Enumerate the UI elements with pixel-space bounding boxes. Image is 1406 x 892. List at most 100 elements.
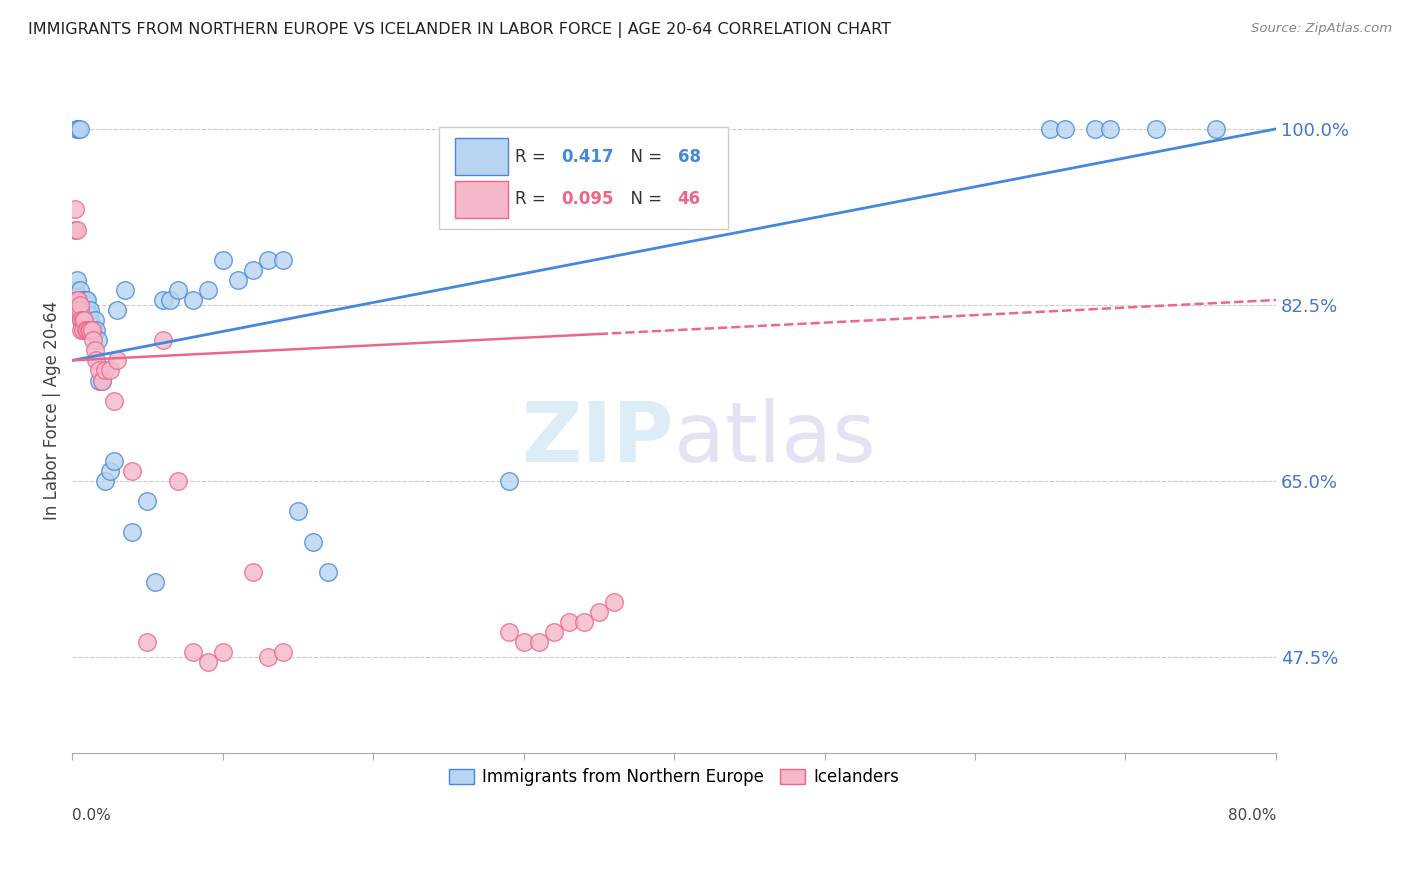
Point: [152, 293, 174, 307]
Point: [80, 323, 103, 337]
Point: [256, 650, 278, 665]
Point: [66, 222, 89, 236]
Point: [65, 303, 87, 318]
Point: [70, 323, 93, 337]
Point: [67, 293, 90, 307]
Point: [65, 222, 87, 236]
Point: [75, 293, 97, 307]
Point: [181, 645, 204, 659]
Text: 46: 46: [678, 190, 700, 208]
Point: [70, 313, 93, 327]
Point: [67, 293, 90, 307]
Point: [84, 323, 107, 337]
Point: [103, 393, 125, 408]
Text: 80.0%: 80.0%: [1227, 808, 1277, 823]
Point: [75, 313, 97, 327]
Point: [543, 625, 565, 640]
Point: [105, 353, 128, 368]
Text: N =: N =: [620, 148, 668, 166]
Point: [94, 474, 117, 488]
Point: [572, 615, 595, 629]
Point: [76, 293, 98, 307]
Text: IMMIGRANTS FROM NORTHERN EUROPE VS ICELANDER IN LABOR FORCE | AGE 20-64 CORRELAT: IMMIGRANTS FROM NORTHERN EUROPE VS ICELA…: [28, 22, 891, 38]
Point: [91, 374, 114, 388]
Point: [226, 273, 249, 287]
Point: [73, 313, 96, 327]
Point: [1054, 122, 1077, 136]
Point: [1099, 122, 1122, 136]
Point: [242, 262, 264, 277]
Text: 68: 68: [678, 148, 700, 166]
Point: [211, 252, 233, 267]
Legend: Immigrants from Northern Europe, Icelanders: Immigrants from Northern Europe, Iceland…: [441, 761, 907, 792]
Point: [66, 293, 89, 307]
Point: [166, 283, 188, 297]
Point: [70, 303, 93, 318]
Point: [72, 303, 94, 318]
Point: [498, 625, 520, 640]
Point: [79, 323, 101, 337]
Point: [72, 313, 94, 327]
Point: [84, 353, 107, 368]
Point: [66, 122, 89, 136]
Point: [136, 635, 159, 649]
Point: [73, 313, 96, 327]
Point: [242, 565, 264, 579]
Point: [1144, 122, 1167, 136]
Point: [98, 363, 121, 377]
Point: [69, 298, 91, 312]
Point: [67, 122, 90, 136]
Point: [67, 303, 90, 318]
Point: [181, 293, 204, 307]
Point: [105, 303, 128, 318]
Text: R =: R =: [515, 190, 551, 208]
Point: [103, 454, 125, 468]
Point: [302, 534, 325, 549]
Point: [121, 464, 143, 478]
Point: [79, 303, 101, 318]
Point: [287, 504, 309, 518]
Point: [83, 313, 105, 327]
Point: [1205, 122, 1227, 136]
Text: 0.095: 0.095: [561, 190, 613, 208]
Point: [527, 635, 550, 649]
Point: [70, 313, 93, 327]
Point: [73, 323, 96, 337]
Point: [76, 303, 98, 318]
Point: [1084, 122, 1107, 136]
Point: [159, 293, 181, 307]
Point: [79, 313, 101, 327]
Point: [143, 574, 166, 589]
Text: ZIP: ZIP: [522, 398, 673, 479]
Point: [69, 303, 91, 318]
Text: 0.417: 0.417: [561, 148, 613, 166]
Point: [76, 323, 98, 337]
Point: [65, 283, 87, 297]
Text: 0.0%: 0.0%: [72, 808, 111, 823]
FancyBboxPatch shape: [456, 138, 508, 176]
Point: [75, 323, 97, 337]
Point: [62, 298, 84, 312]
Point: [94, 363, 117, 377]
Point: [256, 252, 278, 267]
Point: [558, 615, 581, 629]
Point: [512, 635, 534, 649]
Point: [121, 524, 143, 539]
Point: [98, 464, 121, 478]
Point: [1039, 122, 1062, 136]
Point: [72, 313, 94, 327]
Text: atlas: atlas: [673, 398, 876, 479]
Point: [316, 565, 339, 579]
Point: [75, 303, 97, 318]
Y-axis label: In Labor Force | Age 20-64: In Labor Force | Age 20-64: [44, 301, 60, 520]
Text: R =: R =: [515, 148, 551, 166]
Point: [498, 474, 520, 488]
Point: [82, 323, 104, 337]
Point: [603, 595, 626, 609]
Point: [72, 323, 94, 337]
Point: [77, 323, 100, 337]
FancyBboxPatch shape: [456, 180, 508, 218]
Point: [69, 283, 91, 297]
Point: [89, 374, 111, 388]
Point: [271, 645, 294, 659]
